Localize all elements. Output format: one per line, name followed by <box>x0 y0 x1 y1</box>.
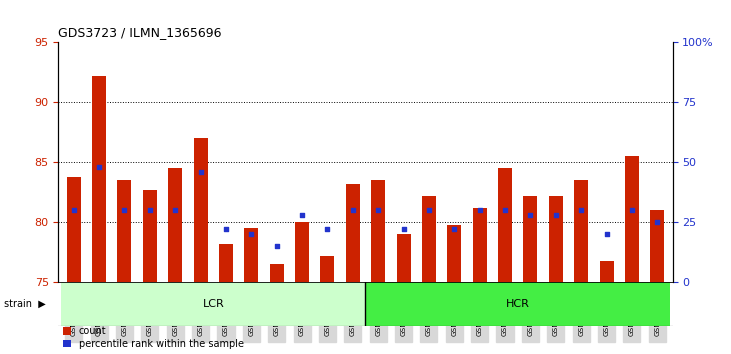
Point <box>220 227 232 232</box>
Point <box>448 227 460 232</box>
Point <box>575 207 587 213</box>
Point <box>194 169 206 175</box>
Point <box>144 207 156 213</box>
Point <box>499 207 511 213</box>
Bar <box>194 138 208 282</box>
Bar <box>447 224 461 282</box>
Point <box>322 227 333 232</box>
Bar <box>143 190 157 282</box>
Point <box>271 243 283 249</box>
Point <box>550 212 561 218</box>
Bar <box>67 177 80 282</box>
Text: GDS3723 / ILMN_1365696: GDS3723 / ILMN_1365696 <box>58 25 222 39</box>
Point <box>474 207 485 213</box>
Legend: count, percentile rank within the sample: count, percentile rank within the sample <box>64 326 244 349</box>
Bar <box>422 196 436 282</box>
Point <box>423 207 435 213</box>
Point <box>68 207 80 213</box>
Point <box>296 212 308 218</box>
Bar <box>498 168 512 282</box>
Bar <box>549 196 563 282</box>
Bar <box>574 180 588 282</box>
Point <box>626 207 637 213</box>
Bar <box>371 180 385 282</box>
Bar <box>61 282 366 326</box>
Bar <box>397 234 411 282</box>
Point <box>118 207 130 213</box>
Point <box>170 207 181 213</box>
Bar <box>651 210 664 282</box>
Point <box>398 227 409 232</box>
Bar <box>346 184 360 282</box>
Bar <box>366 282 670 326</box>
Bar <box>625 156 639 282</box>
Bar <box>320 256 334 282</box>
Bar <box>270 264 284 282</box>
Bar <box>295 222 309 282</box>
Point <box>246 232 257 237</box>
Point <box>347 207 359 213</box>
Text: LCR: LCR <box>202 299 224 309</box>
Bar <box>118 180 132 282</box>
Bar <box>523 196 537 282</box>
Bar <box>168 168 182 282</box>
Point <box>651 219 663 225</box>
Bar <box>599 261 613 282</box>
Bar <box>473 208 487 282</box>
Bar <box>219 244 233 282</box>
Point <box>94 164 105 170</box>
Point <box>372 207 384 213</box>
Point <box>525 212 537 218</box>
Bar <box>244 228 258 282</box>
Bar <box>92 76 106 282</box>
Text: HCR: HCR <box>506 299 530 309</box>
Point <box>601 232 613 237</box>
Text: strain  ▶: strain ▶ <box>4 299 45 309</box>
